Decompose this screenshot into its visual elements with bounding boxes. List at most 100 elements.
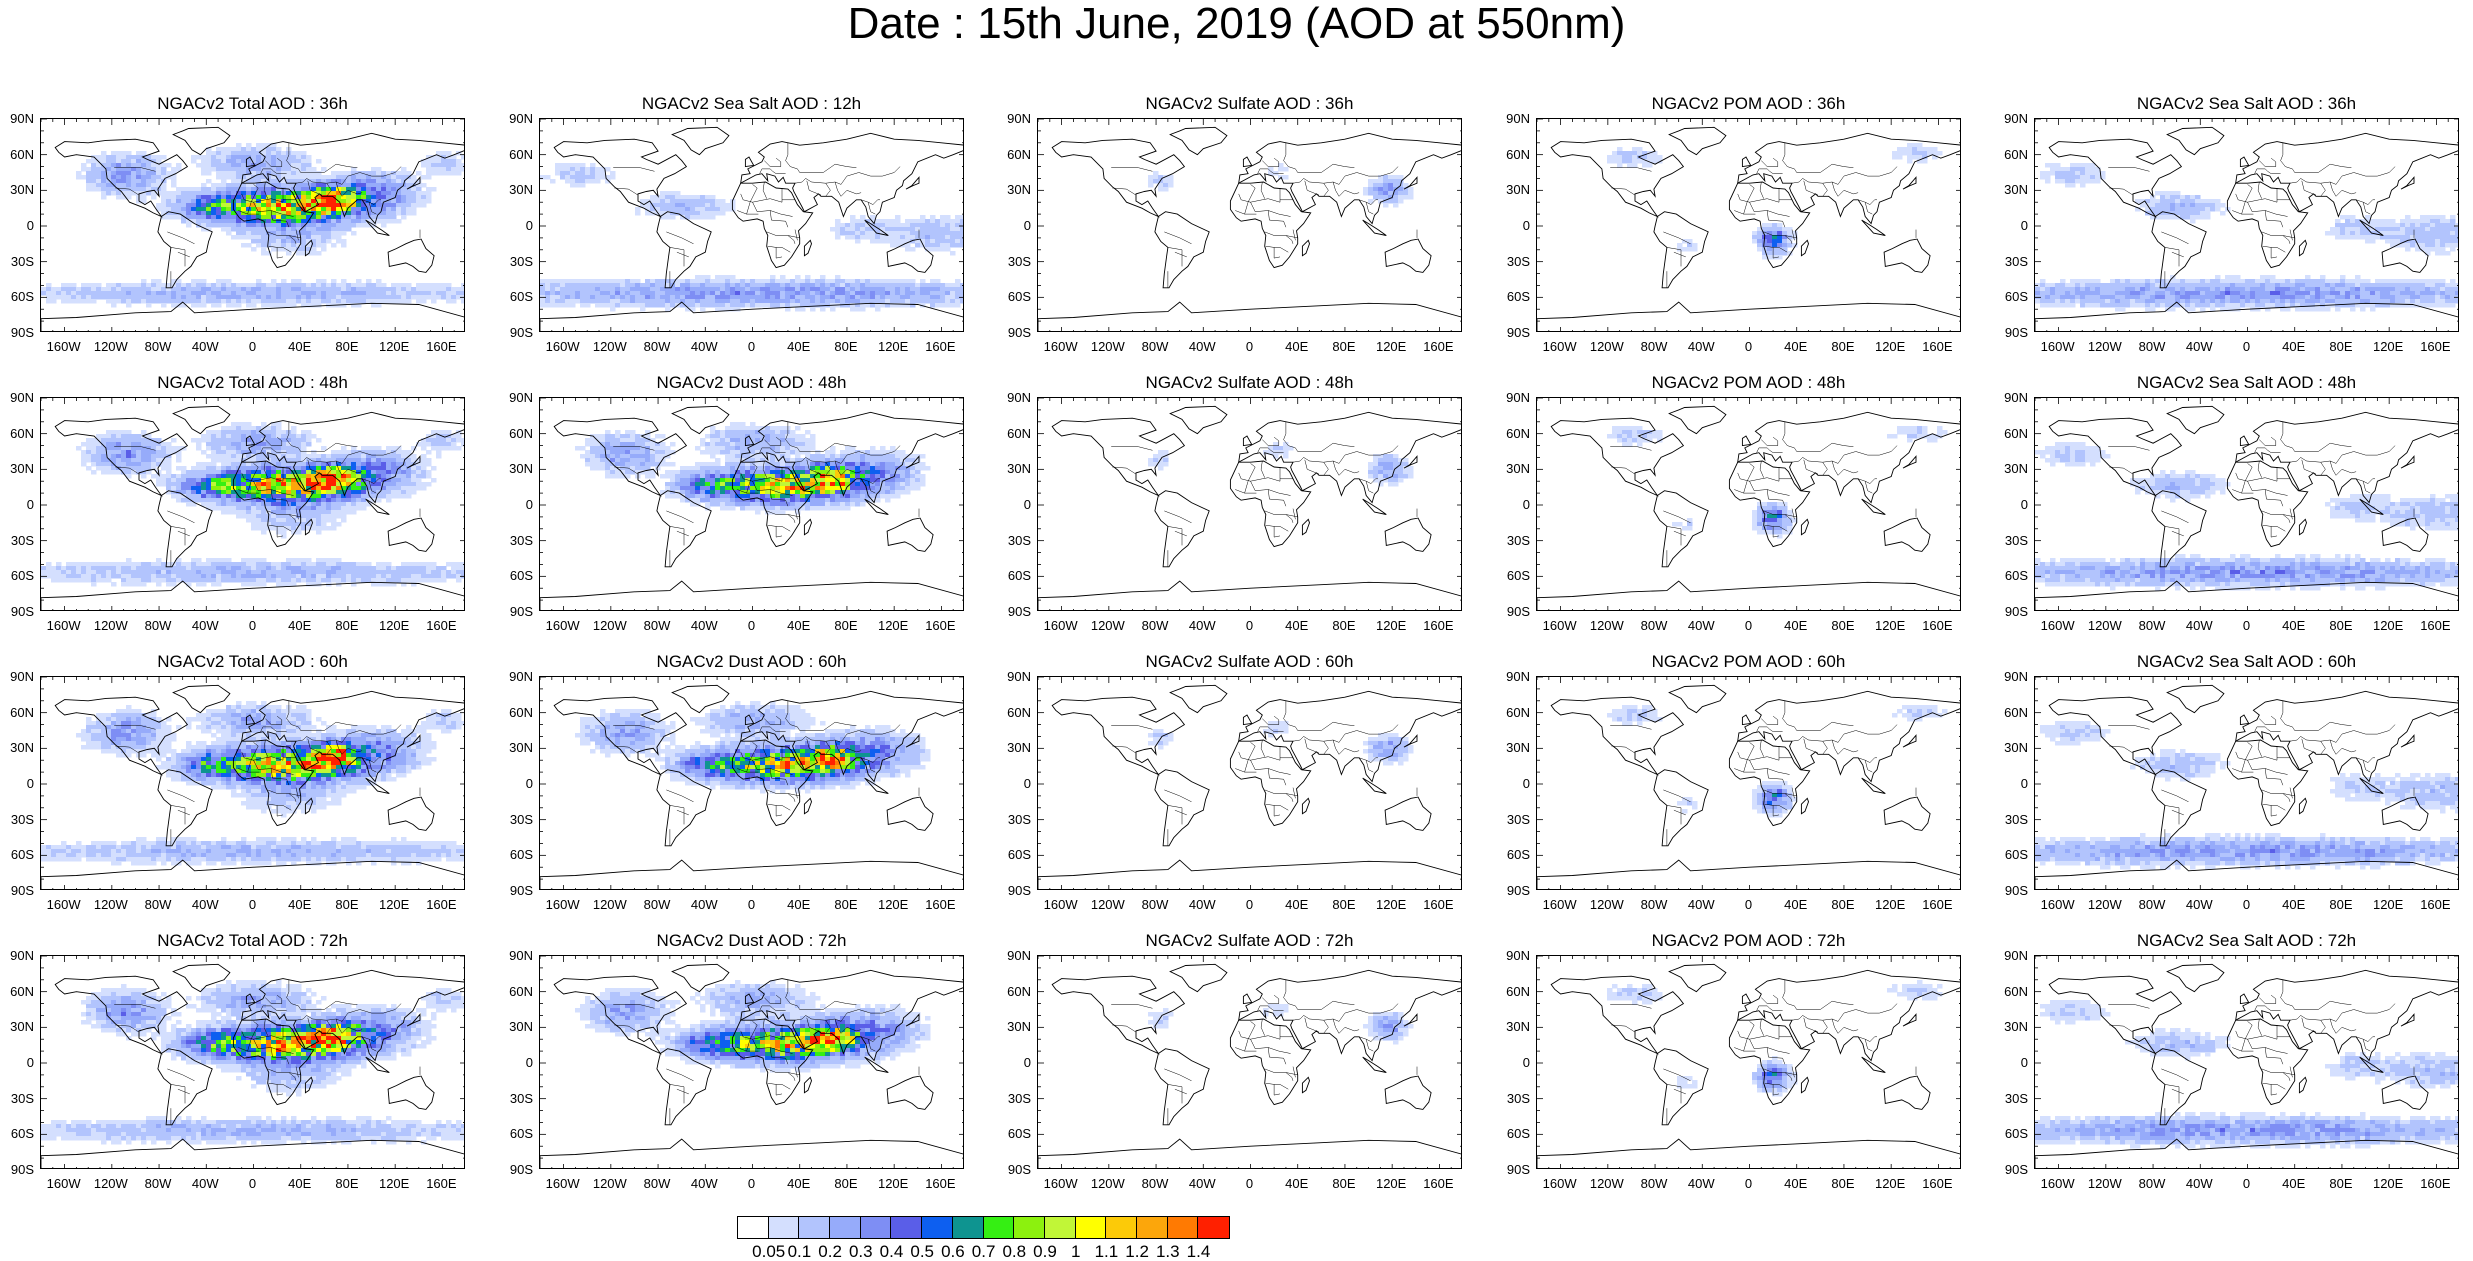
panel-title: NGACv2 Total AOD : 36h [40,95,465,112]
lon-label: 120W [1587,619,1627,632]
lat-label: 30N [2000,1020,2028,1033]
lat-label: 0 [1502,498,1530,511]
lon-label: 160E [920,340,960,353]
lat-label: 60N [505,148,533,161]
colorbar-box [922,1217,953,1238]
map-frame [1037,955,1462,1169]
lon-label: 40W [684,898,724,911]
colorbar-box [1014,1217,1045,1238]
lon-label: 80E [1324,340,1364,353]
colorbar [737,1216,1230,1239]
lon-label: 120W [2085,619,2125,632]
lat-label: 60N [1003,706,1031,719]
lat-label: 30S [1502,1092,1530,1105]
map-frame [1037,397,1462,611]
lat-label: 90N [505,949,533,962]
lon-label: 160E [2415,340,2455,353]
lon-label: 80W [2132,1177,2172,1190]
lon-label: 0 [2227,619,2267,632]
lon-label: 120W [2085,340,2125,353]
lat-label: 90N [6,391,34,404]
lon-label: 80W [2132,340,2172,353]
lon-label: 80E [327,1177,367,1190]
lon-label: 160W [543,1177,583,1190]
lon-label: 40E [1277,898,1317,911]
aod-field [1148,721,1414,766]
lon-label: 80E [826,340,866,353]
lon-label: 0 [1729,340,1769,353]
lon-label: 40W [684,619,724,632]
lat-label: 30S [6,255,34,268]
lat-label: 0 [6,777,34,790]
lon-label: 80W [138,619,178,632]
lat-label: 90N [2000,949,2028,962]
aod-field [1607,143,1943,260]
lat-label: 90N [505,112,533,125]
aod-field [2035,721,2459,870]
lat-label: 60S [6,848,34,861]
map-frame [1037,118,1462,332]
lat-label: 90S [1003,884,1031,897]
lat-label: 60N [1003,148,1031,161]
lat-label: 30N [6,462,34,475]
map-frame [539,676,964,890]
map-frame [40,397,465,611]
lon-label: 120E [1371,898,1411,911]
lat-label: 90S [2000,605,2028,618]
lat-label: 90N [6,112,34,125]
lat-label: 60N [6,706,34,719]
colorbar-box [1137,1217,1168,1238]
lat-label: 90N [1003,391,1031,404]
lon-label: 80W [138,340,178,353]
map-frame [539,118,964,332]
panel-title: NGACv2 Sulfate AOD : 72h [1037,932,1462,949]
lat-label: 60S [505,569,533,582]
lon-label: 160W [44,1177,84,1190]
lon-label: 80W [637,340,677,353]
lat-label: 0 [6,498,34,511]
lon-label: 40E [280,340,320,353]
lon-label: 120W [1088,619,1128,632]
lat-label: 60S [1502,848,1530,861]
lon-label: 0 [732,898,772,911]
lon-label: 40W [1681,1177,1721,1190]
lat-label: 60S [6,290,34,303]
map-frame [40,676,465,890]
world-map [41,398,465,611]
lon-label: 80E [2321,619,2361,632]
lon-label: 160E [2415,1177,2455,1190]
lat-label: 90S [1003,1163,1031,1176]
lon-label: 160W [44,619,84,632]
lon-label: 40W [1681,898,1721,911]
lon-label: 40W [2179,340,2219,353]
lon-label: 80W [1634,619,1674,632]
panel-title: NGACv2 POM AOD : 48h [1536,374,1961,391]
lon-label: 80E [1324,898,1364,911]
lon-label: 120W [590,619,630,632]
world-map [41,119,465,332]
lon-label: 0 [1230,1177,1270,1190]
lon-label: 80E [826,898,866,911]
page-title: Date : 15th June, 2019 (AOD at 550nm) [0,2,2473,46]
lat-label: 30N [1502,1020,1530,1033]
lon-label: 0 [732,340,772,353]
lon-label: 160W [1540,619,1580,632]
lat-label: 60S [2000,569,2028,582]
lon-label: 160E [421,340,461,353]
world-map [2035,398,2459,611]
lon-label: 40W [185,1177,225,1190]
lon-label: 160E [421,619,461,632]
aod-field [1148,163,1414,208]
lon-label: 0 [1230,619,1270,632]
lon-label: 120E [2368,898,2408,911]
map-frame [539,397,964,611]
aod-field [2035,1000,2459,1149]
map-frame [1536,397,1961,611]
world-map [41,677,465,890]
lat-label: 30N [6,1020,34,1033]
